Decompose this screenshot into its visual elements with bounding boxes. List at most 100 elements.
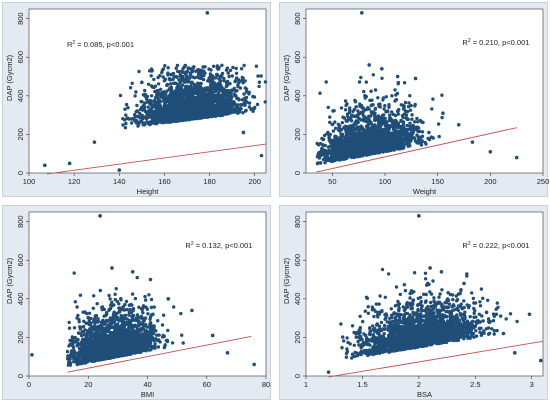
data-point xyxy=(333,126,338,130)
data-point xyxy=(407,101,411,105)
data-point xyxy=(356,153,360,157)
r-squared-annotation: R2 = 0.085, p<0.001 xyxy=(67,40,134,49)
data-point xyxy=(210,113,214,117)
data-point xyxy=(244,90,249,94)
y-tick-label: 200 xyxy=(16,331,25,344)
data-point xyxy=(415,116,419,121)
data-point xyxy=(362,138,366,142)
data-point xyxy=(161,313,166,317)
data-point xyxy=(177,78,181,82)
data-point xyxy=(389,144,393,148)
data-point xyxy=(242,92,246,96)
outlier-point xyxy=(395,74,400,79)
data-point xyxy=(376,140,380,144)
data-point xyxy=(342,126,346,130)
data-point xyxy=(359,118,363,122)
data-point xyxy=(168,99,173,103)
data-point xyxy=(436,122,441,126)
data-point xyxy=(389,131,393,136)
data-point xyxy=(242,63,246,68)
y-tick-label: 0 xyxy=(16,171,25,175)
data-point xyxy=(427,130,431,135)
data-point xyxy=(228,104,233,109)
data-point xyxy=(224,94,229,98)
data-point xyxy=(255,102,260,107)
data-point xyxy=(213,94,218,98)
data-point xyxy=(367,114,371,119)
data-point xyxy=(150,85,155,89)
data-point xyxy=(198,76,203,81)
data-point xyxy=(175,63,180,68)
data-point xyxy=(124,102,129,107)
data-point xyxy=(168,78,172,82)
data-point xyxy=(354,105,358,109)
data-point xyxy=(408,124,412,128)
data-point xyxy=(198,114,202,118)
data-point xyxy=(339,132,343,136)
data-point xyxy=(345,131,349,135)
data-point xyxy=(333,120,337,124)
data-point xyxy=(373,88,378,92)
data-point xyxy=(165,82,170,87)
data-point xyxy=(247,101,252,105)
data-point xyxy=(373,138,377,143)
data-point xyxy=(340,151,344,155)
data-point xyxy=(203,88,208,93)
point-cloud xyxy=(315,73,444,166)
outlier-point xyxy=(216,67,221,71)
data-point xyxy=(110,300,114,304)
data-point xyxy=(196,90,201,94)
data-point xyxy=(211,106,215,110)
data-point xyxy=(337,128,341,133)
data-point xyxy=(317,152,321,156)
data-point xyxy=(234,76,239,80)
data-point xyxy=(167,87,171,92)
x-tick-label: 150 xyxy=(431,177,444,186)
data-point xyxy=(406,142,410,147)
data-point xyxy=(420,130,425,134)
data-point xyxy=(407,135,411,139)
data-point xyxy=(334,149,338,153)
data-point xyxy=(81,324,86,329)
data-point xyxy=(179,311,183,316)
data-point xyxy=(216,81,221,86)
data-point xyxy=(398,132,402,136)
data-point xyxy=(419,136,423,140)
data-point xyxy=(416,126,421,130)
data-point xyxy=(157,100,161,104)
data-point xyxy=(367,107,371,111)
data-point xyxy=(336,151,341,155)
data-point xyxy=(387,103,391,107)
data-point xyxy=(430,107,434,111)
data-point xyxy=(384,110,388,114)
data-point xyxy=(165,111,169,115)
data-point xyxy=(413,120,417,124)
data-point xyxy=(364,119,368,124)
data-point xyxy=(226,71,230,75)
data-point xyxy=(188,73,193,77)
data-point xyxy=(343,108,348,112)
x-tick-label: 160 xyxy=(158,177,171,186)
data-point xyxy=(158,115,162,120)
data-point xyxy=(361,113,365,118)
data-point xyxy=(421,120,425,125)
data-point xyxy=(362,89,366,94)
data-point xyxy=(233,79,238,83)
data-point xyxy=(356,131,361,135)
data-point xyxy=(247,105,252,109)
data-point xyxy=(149,297,154,302)
data-point xyxy=(399,135,403,139)
data-point xyxy=(171,99,175,103)
data-point xyxy=(192,90,197,95)
data-point xyxy=(227,99,231,104)
data-point xyxy=(375,125,380,129)
data-point xyxy=(153,89,157,94)
data-point xyxy=(331,122,335,127)
data-point xyxy=(175,75,179,79)
data-point xyxy=(263,80,268,84)
data-point xyxy=(357,80,362,84)
data-point xyxy=(157,106,161,110)
data-point xyxy=(141,93,146,97)
data-point xyxy=(123,107,127,111)
